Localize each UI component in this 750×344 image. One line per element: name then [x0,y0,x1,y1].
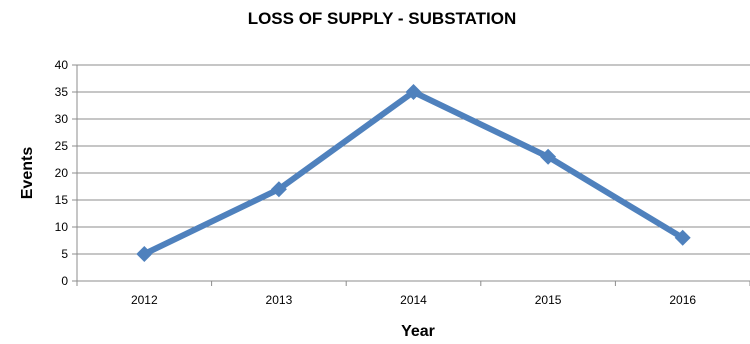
y-tick-label: 10 [55,220,69,234]
x-tick-labels: 2012 2013 2014 2015 2016 [131,293,696,307]
x-tick-label: 2013 [266,293,293,307]
y-tick-labels: 0 5 10 15 20 25 30 35 40 [55,58,69,288]
data-point-marker [405,84,422,100]
data-point-marker [270,181,287,198]
axes [72,64,750,286]
y-tick-label: 15 [55,193,69,207]
x-tick-label: 2016 [669,293,696,307]
y-tick-label: 30 [55,112,69,126]
x-tick-label: 2015 [535,293,562,307]
x-tick-label: 2014 [400,293,427,307]
x-axis-title: Year [401,323,435,340]
data-markers [136,84,691,262]
y-axis-title: Events [19,147,36,200]
y-tick-label: 35 [55,85,69,99]
y-tick-label: 0 [61,274,68,288]
chart-title: LOSS OF SUPPLY - SUBSTATION [248,9,517,28]
y-tick-label: 5 [61,247,68,261]
x-tick-label: 2012 [131,293,158,307]
data-point-marker [540,148,557,165]
data-point-marker [136,246,153,262]
gridlines [77,64,750,255]
y-tick-label: 20 [55,166,69,180]
y-tick-label: 40 [55,58,69,72]
data-point-marker [674,229,691,246]
y-tick-label: 25 [55,139,69,153]
